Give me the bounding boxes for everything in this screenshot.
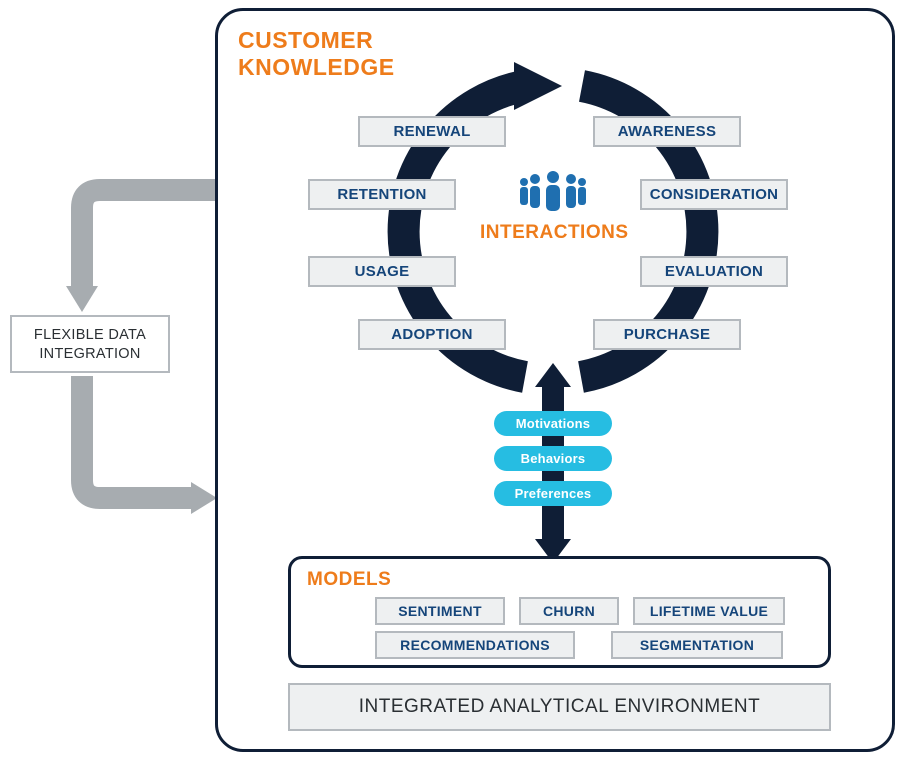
model-churn: CHURN [519, 597, 619, 625]
stage-adoption: ADOPTION [358, 319, 506, 350]
pill-preferences: Preferences [494, 481, 612, 506]
interactions-label: INTERACTIONS [480, 222, 626, 244]
pill-motivations: Motivations [494, 411, 612, 436]
stage-purchase: PURCHASE [593, 319, 741, 350]
models-title: MODELS [307, 569, 391, 591]
model-recommendations: RECOMMENDATIONS [375, 631, 575, 659]
integrated-env-box: INTEGRATED ANALYTICAL ENVIRONMENT [288, 683, 831, 731]
model-segmentation: SEGMENTATION [611, 631, 783, 659]
left-connector-arrows [0, 0, 230, 560]
stage-retention: RETENTION [308, 179, 456, 210]
flexible-data-integration-box: FLEXIBLE DATAINTEGRATION [10, 315, 170, 373]
stage-consideration: CONSIDERATION [640, 179, 788, 210]
stage-renewal: RENEWAL [358, 116, 506, 147]
people-icon [518, 169, 588, 219]
stage-evaluation: EVALUATION [640, 256, 788, 287]
stage-awareness: AWARENESS [593, 116, 741, 147]
customer-knowledge-panel: CUSTOMERKNOWLEDGE INTERACTIONS RENEWAL A… [215, 8, 895, 752]
model-sentiment: SENTIMENT [375, 597, 505, 625]
integrated-env-label: INTEGRATED ANALYTICAL ENVIRONMENT [359, 696, 760, 717]
model-lifetime-value: LIFETIME VALUE [633, 597, 785, 625]
flexible-data-integration-label: FLEXIBLE DATAINTEGRATION [34, 327, 146, 362]
models-panel: MODELS SENTIMENT CHURN LIFETIME VALUE RE… [288, 556, 831, 668]
stage-usage: USAGE [308, 256, 456, 287]
pill-behaviors: Behaviors [494, 446, 612, 471]
